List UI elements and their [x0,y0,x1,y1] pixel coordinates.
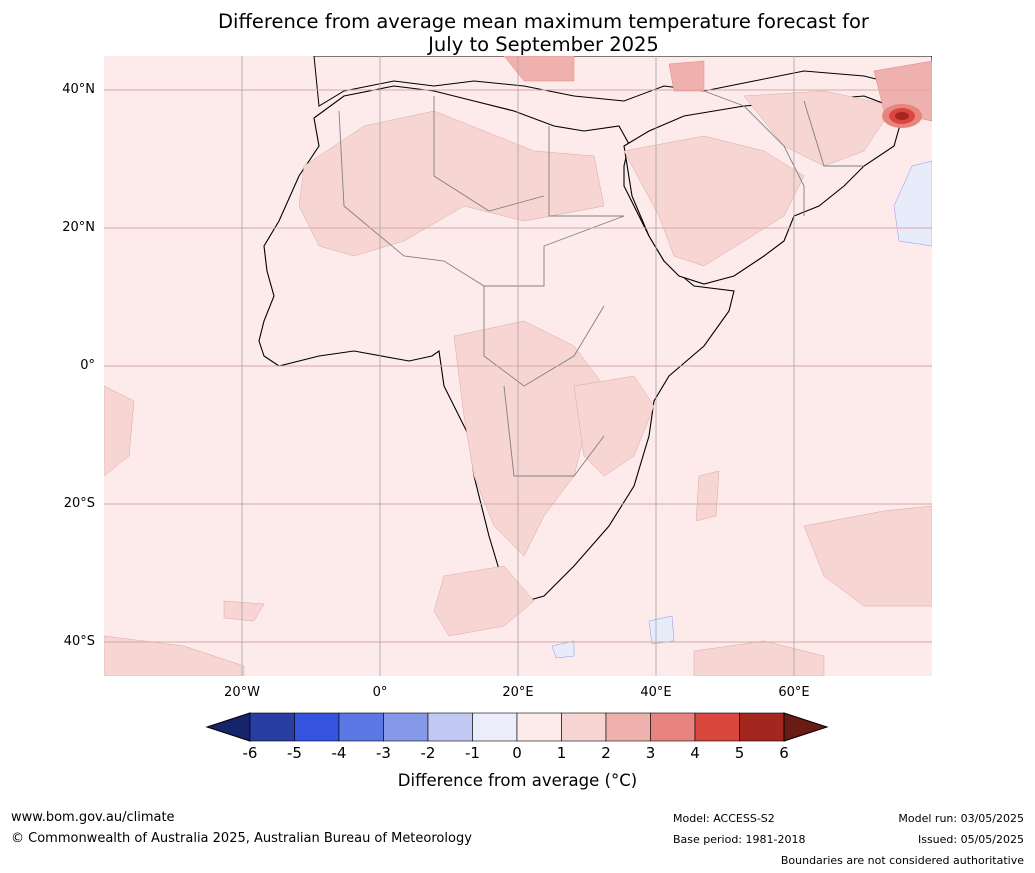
anomaly-1-2-regions [104,90,932,676]
border-southern-africa [503,385,605,477]
colorbar [205,712,829,742]
lat-label-40s: 40°S [63,634,95,649]
colorbar-cell [516,712,562,742]
colorbar-cell [427,712,473,742]
colorbar-tick-label: 6 [779,744,789,762]
indian-ocean-warm-region [803,505,932,607]
colorbar-cell [338,712,384,742]
border-egypt [548,126,624,217]
colorbar-cell [694,712,740,742]
southern-cool-patch-1 [551,640,575,659]
lon-label-20e: 20°E [502,685,534,700]
title-line-1: Difference from average mean maximum tem… [218,10,869,33]
map-svg [104,56,932,676]
border-middle-east [703,90,805,216]
southern-ocean-warm-region-1 [104,635,245,676]
colorbar-cell [605,712,651,742]
colorbar-cell [561,712,607,742]
lon-label-20w: 20°W [224,685,260,700]
southern-africa-warm-region [453,320,605,557]
lon-label-60e: 60°E [778,685,810,700]
balkans-warm-region [503,56,575,82]
footer-model-run: Model run: 03/05/2025 [898,812,1024,825]
colorbar-cell [249,712,295,742]
sahara-warm-region [298,110,605,257]
colorbar-tick-label: -4 [331,744,347,762]
map-panel [104,56,932,676]
colorbar-high-extend [783,712,829,742]
south-atlantic-warm-region [433,565,535,637]
border-north-africa [338,110,625,287]
border-iran [803,100,864,167]
central-asia-warm-region [873,60,932,122]
title-line-2: July to September 2025 [428,33,659,56]
lat-label-20s: 20°S [63,496,95,511]
footer-base-period: Base period: 1981-2018 [673,833,806,846]
lat-label-20n: 20°N [62,220,95,235]
border-algeria-libya [433,96,545,212]
colorbar-tick-label: -3 [376,744,391,762]
colorbar-cell [650,712,696,742]
colorbar-tick-label: 2 [601,744,611,762]
chart-title: Difference from average mean maximum tem… [0,10,1035,56]
hotspot-core [895,112,909,120]
southern-cool-patch-2 [648,615,675,645]
footer-copyright: © Commonwealth of Australia 2025, Austra… [11,831,472,846]
southern-ocean-warm-region-2 [693,640,825,676]
colorbar-low-extend [205,712,251,742]
colorbar-tick-label: -2 [420,744,436,762]
colorbar-tick-label: 4 [690,744,700,762]
colorbar-tick-label: -1 [465,744,480,762]
colorbar-cell [383,712,429,742]
colorbar-tick-label: 0 [512,744,522,762]
anomaly-2-3-regions [503,56,932,122]
lon-label-0: 0° [372,685,388,700]
colorbar-cell [294,712,340,742]
footer-issued: Issued: 05/05/2025 [917,833,1024,846]
colorbar-cell [472,712,518,742]
caucasus-warm-region [668,60,705,92]
colorbar-tick-label: 3 [645,744,656,762]
footer-model: Model: ACCESS-S2 [673,812,775,825]
footer-disclaimer: Boundaries are not considered authoritat… [780,854,1024,867]
colorbar-cell [739,712,785,742]
colorbar-cells [249,712,785,742]
footer-website[interactable]: www.bom.gov.au/climate [11,810,175,825]
colorbar-tick-label: 1 [556,744,567,762]
colorbar-tick-label: -6 [242,744,258,762]
lon-label-40e: 40°E [640,685,672,700]
atlantic-warm-patch [223,600,265,622]
lat-label-0: 0° [80,358,95,373]
border-central-africa [483,286,605,387]
colorbar-tick-label: -5 [287,744,302,762]
east-africa-warm-region [573,375,655,477]
meridians [241,56,795,676]
colorbar-tick-label: 5 [734,744,745,762]
lat-label-40n: 40°N [62,82,95,97]
country-borders [338,90,864,477]
india-cool-region [893,160,932,247]
colorbar-label: Difference from average (°C) [397,771,638,790]
madagascar-warm-region [695,470,720,522]
south-america-warm-region [104,385,135,477]
